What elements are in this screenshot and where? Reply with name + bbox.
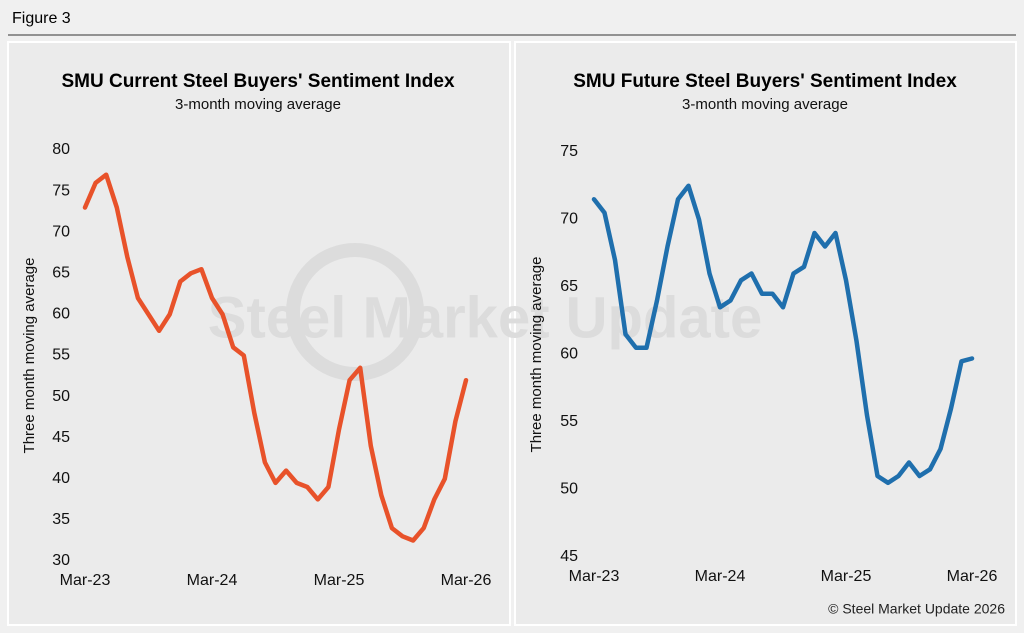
y-axis-label: Three month moving average [21,258,38,454]
y-tick-label: 80 [52,141,70,158]
y-tick-label: 55 [52,347,70,364]
x-tick-label: Mar-23 [60,572,111,589]
x-tick-label: Mar-24 [695,568,746,585]
y-tick-label: 30 [52,552,70,569]
figure-label: Figure 3 [12,10,71,27]
y-tick-label: 75 [52,182,70,199]
x-tick-label: Mar-24 [187,572,238,589]
x-tick-label: Mar-23 [569,568,620,585]
data-line [82,172,469,543]
x-tick-label: Mar-26 [441,572,492,589]
y-tick-label: 60 [560,346,578,363]
y-tick-label: 75 [560,143,578,160]
y-tick-label: 65 [560,278,578,295]
y-tick-label: 70 [52,223,70,240]
data-line [591,183,975,486]
panel [7,41,511,626]
y-tick-label: 45 [52,429,70,446]
y-tick-label: 40 [52,470,70,487]
x-tick-label: Mar-25 [314,572,365,589]
y-tick-label: 50 [560,481,578,498]
chart-subtitle: 3-month moving average [175,96,341,113]
chart-title: SMU Current Steel Buyers' Sentiment Inde… [61,71,454,92]
y-tick-label: 70 [560,211,578,228]
y-tick-label: 50 [52,388,70,405]
copyright: © Steel Market Update 2026 [828,601,1005,617]
y-axis-label: Three month moving average [528,257,545,453]
watermark: Steel Market Update [208,285,762,350]
y-tick-label: 35 [52,511,70,528]
y-tick-label: 65 [52,265,70,282]
y-tick-label: 45 [560,548,578,565]
panel [514,41,1017,626]
chart-title: SMU Future Steel Buyers' Sentiment Index [573,71,957,92]
x-tick-label: Mar-26 [947,568,998,585]
y-tick-label: 55 [560,413,578,430]
y-tick-label: 60 [52,306,70,323]
x-tick-label: Mar-25 [821,568,872,585]
chart-subtitle: 3-month moving average [682,96,848,113]
